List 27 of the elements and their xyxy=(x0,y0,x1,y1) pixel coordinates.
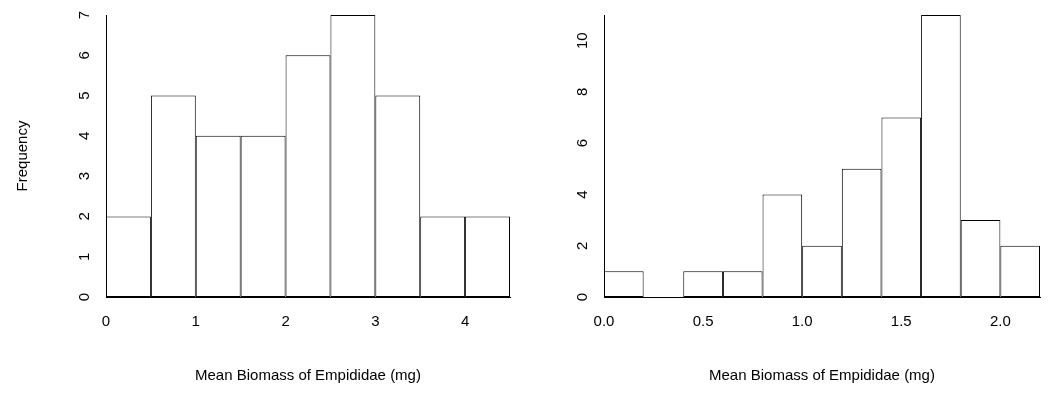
x-tick-label: 1.5 xyxy=(890,312,912,330)
x-tick-label: 0.0 xyxy=(593,312,615,330)
x-tick-label: 1 xyxy=(191,312,200,330)
y-tick-label: 8 xyxy=(572,87,590,97)
y-tick-label: 2 xyxy=(572,241,590,250)
y-tick-label: 7 xyxy=(74,10,92,20)
y-tick-label: 1 xyxy=(74,252,92,261)
y-tick-label: 4 xyxy=(74,131,92,141)
y-tick-label: 10 xyxy=(572,32,590,49)
y-tick-label: 6 xyxy=(74,51,92,60)
y-tick-label: 3 xyxy=(74,171,92,181)
x-axis-title: Mean Biomass of Empididae (mg) xyxy=(195,366,421,384)
y-tick-label: 5 xyxy=(74,91,92,100)
y-tick-label: 0 xyxy=(572,292,590,302)
x-tick-label: 0 xyxy=(101,312,111,330)
x-tick-label: 2.0 xyxy=(989,312,1011,330)
x-tick-label: 0.5 xyxy=(692,312,714,330)
x-tick-label: 2 xyxy=(281,312,290,330)
x-axis-title: Mean Biomass of Empididae (mg) xyxy=(709,366,935,384)
y-tick-label: 2 xyxy=(74,212,92,221)
y-tick-label: 6 xyxy=(572,139,590,148)
y-axis-title: Frequency xyxy=(13,120,31,192)
x-tick-label: 4 xyxy=(460,312,470,330)
x-tick-label: 1.0 xyxy=(791,312,813,330)
y-tick-label: 4 xyxy=(572,190,590,199)
y-tick-label: 0 xyxy=(74,292,92,302)
x-tick-label: 3 xyxy=(371,312,380,330)
